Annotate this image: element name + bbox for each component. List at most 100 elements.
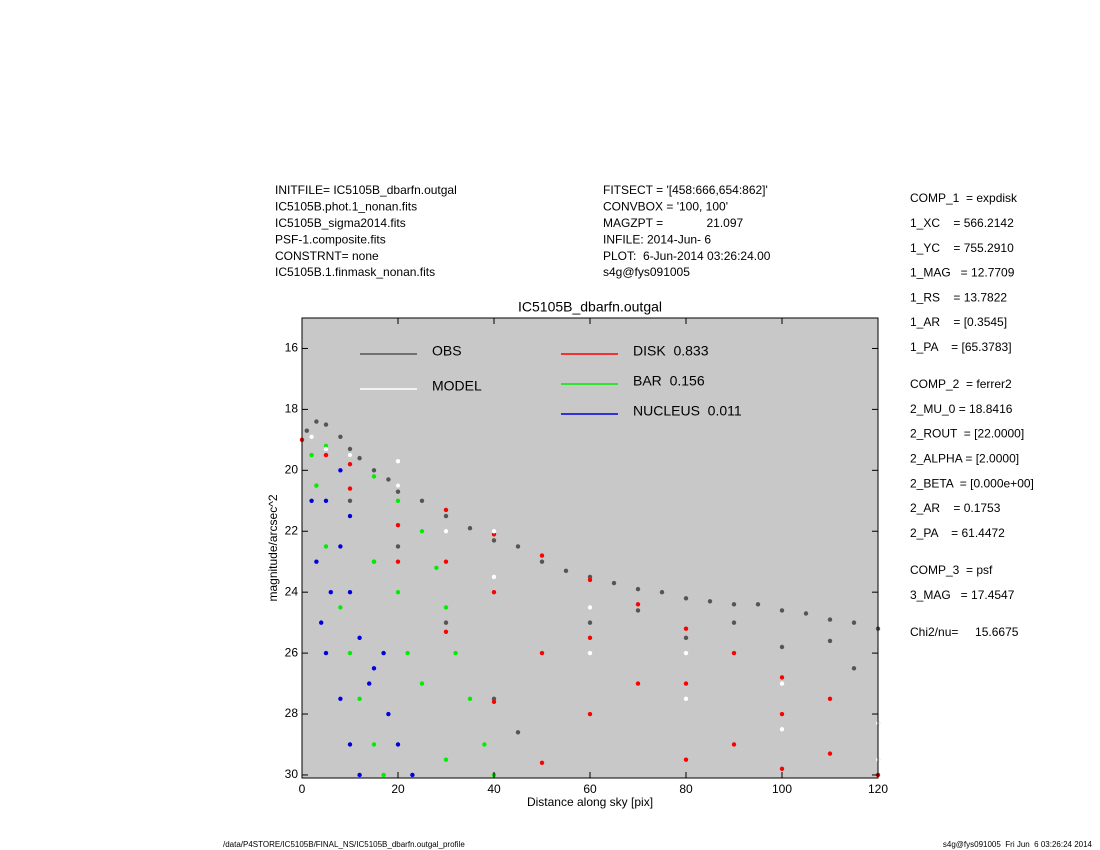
parameter-line: 2_BETA = [0.000e+00] bbox=[910, 476, 1034, 490]
legend-label: NUCLEUS 0.011 bbox=[633, 403, 742, 419]
footer-right: s4g@fys091005 Fri Jun 6 03:26:24 2014 bbox=[943, 840, 1093, 849]
parameter-line: 1_MAG = 12.7709 bbox=[910, 266, 1015, 280]
y-tick-label: 22 bbox=[285, 523, 299, 537]
data-point bbox=[467, 696, 473, 701]
y-tick-label: 30 bbox=[285, 767, 299, 781]
parameter-line: Chi2/nu= 15.6675 bbox=[910, 625, 1019, 639]
data-point bbox=[323, 452, 329, 458]
data-point bbox=[731, 650, 737, 656]
parameter-line: 1_PA = [65.3783] bbox=[910, 340, 1012, 354]
data-point bbox=[357, 635, 362, 641]
data-point bbox=[587, 605, 593, 610]
data-point bbox=[357, 696, 362, 701]
data-point bbox=[515, 730, 521, 735]
data-point bbox=[779, 727, 785, 732]
header-middle-line: MAGZPT = 21.097 bbox=[603, 216, 743, 230]
data-point bbox=[328, 589, 333, 595]
data-point bbox=[453, 650, 458, 656]
data-point bbox=[683, 635, 689, 641]
footer-left: /data/P4STORE/IC5105B/FINAL_NS/IC5105B_d… bbox=[223, 840, 465, 849]
data-point bbox=[659, 589, 665, 595]
header-left-line: CONSTRNT= none bbox=[275, 249, 379, 263]
data-point bbox=[309, 498, 314, 503]
parameter-line: 2_PA = 61.4472 bbox=[910, 526, 1005, 540]
parameter-line: COMP_1 = expdisk bbox=[910, 191, 1018, 205]
data-point bbox=[635, 681, 641, 686]
data-point bbox=[491, 589, 497, 595]
data-point bbox=[314, 483, 319, 488]
data-point bbox=[827, 617, 833, 622]
data-point bbox=[587, 635, 593, 641]
data-point bbox=[779, 711, 785, 717]
y-tick-label: 26 bbox=[285, 645, 299, 659]
data-point bbox=[443, 629, 449, 634]
data-point bbox=[395, 544, 401, 549]
parameter-line: 2_MU_0 = 18.8416 bbox=[910, 402, 1013, 416]
data-point bbox=[683, 696, 689, 701]
data-point bbox=[347, 498, 353, 503]
data-point bbox=[395, 489, 401, 494]
data-point bbox=[683, 650, 689, 656]
data-point bbox=[395, 483, 401, 488]
data-point bbox=[683, 626, 689, 631]
data-point bbox=[347, 742, 353, 747]
parameter-line: 3_MAG = 17.4547 bbox=[910, 588, 1015, 602]
marks bbox=[299, 419, 881, 778]
y-tick-label: 20 bbox=[285, 462, 299, 476]
data-point bbox=[587, 711, 593, 717]
data-point bbox=[755, 602, 761, 607]
header-middle-line: CONVBOX = '100, 100' bbox=[603, 200, 728, 214]
data-point bbox=[803, 611, 809, 616]
header-middle-line: FITSECT = '[458:666,654:862]' bbox=[603, 183, 768, 197]
data-point bbox=[381, 772, 386, 778]
header-left-line: IC5105B_sigma2014.fits bbox=[275, 216, 406, 230]
x-axis-label: Distance along sky [pix] bbox=[527, 795, 653, 809]
data-point bbox=[779, 608, 785, 613]
parameter-line: COMP_3 = psf bbox=[910, 563, 993, 577]
data-point bbox=[443, 507, 449, 513]
legend-label: BAR 0.156 bbox=[633, 373, 705, 389]
data-point bbox=[539, 760, 545, 765]
parameter-line: 2_ROUT = [22.0000] bbox=[910, 427, 1024, 441]
y-tick-label: 28 bbox=[285, 706, 299, 720]
data-point bbox=[491, 699, 497, 705]
header-middle-line: PLOT: 6-Jun-2014 03:26:24.00 bbox=[603, 249, 771, 263]
data-point bbox=[683, 596, 689, 601]
data-point bbox=[347, 650, 353, 656]
header-middle-line: s4g@fys091005 bbox=[603, 265, 690, 279]
data-point bbox=[386, 477, 391, 482]
data-point bbox=[347, 462, 353, 467]
data-point bbox=[338, 468, 343, 473]
data-point bbox=[707, 599, 713, 604]
data-point bbox=[323, 443, 329, 449]
y-tick-label: 24 bbox=[285, 584, 299, 598]
data-point bbox=[539, 553, 545, 558]
data-point bbox=[419, 498, 425, 503]
data-point bbox=[319, 620, 324, 625]
data-point bbox=[587, 620, 593, 625]
data-point bbox=[611, 580, 617, 586]
data-point bbox=[371, 742, 377, 747]
data-point bbox=[419, 529, 425, 534]
header-left-line: IC5105B.phot.1_nonan.fits bbox=[275, 200, 417, 214]
data-point bbox=[434, 565, 439, 571]
data-point bbox=[371, 474, 377, 479]
data-point bbox=[779, 681, 785, 686]
data-point bbox=[635, 602, 641, 607]
data-point bbox=[491, 532, 497, 537]
data-point bbox=[323, 446, 329, 452]
data-point bbox=[539, 650, 545, 656]
data-point bbox=[587, 577, 593, 583]
data-point bbox=[779, 766, 785, 772]
data-point bbox=[304, 428, 309, 433]
data-point bbox=[323, 422, 329, 427]
data-point bbox=[405, 650, 410, 656]
data-point bbox=[314, 419, 319, 424]
parameter-line: 1_XC = 566.2142 bbox=[910, 216, 1014, 230]
data-point bbox=[491, 574, 497, 580]
legend-label: DISK 0.833 bbox=[633, 343, 709, 359]
data-point bbox=[779, 675, 785, 680]
data-point bbox=[347, 513, 353, 519]
header-left-line: INITFILE= IC5105B_dbarfn.outgal bbox=[275, 183, 457, 197]
